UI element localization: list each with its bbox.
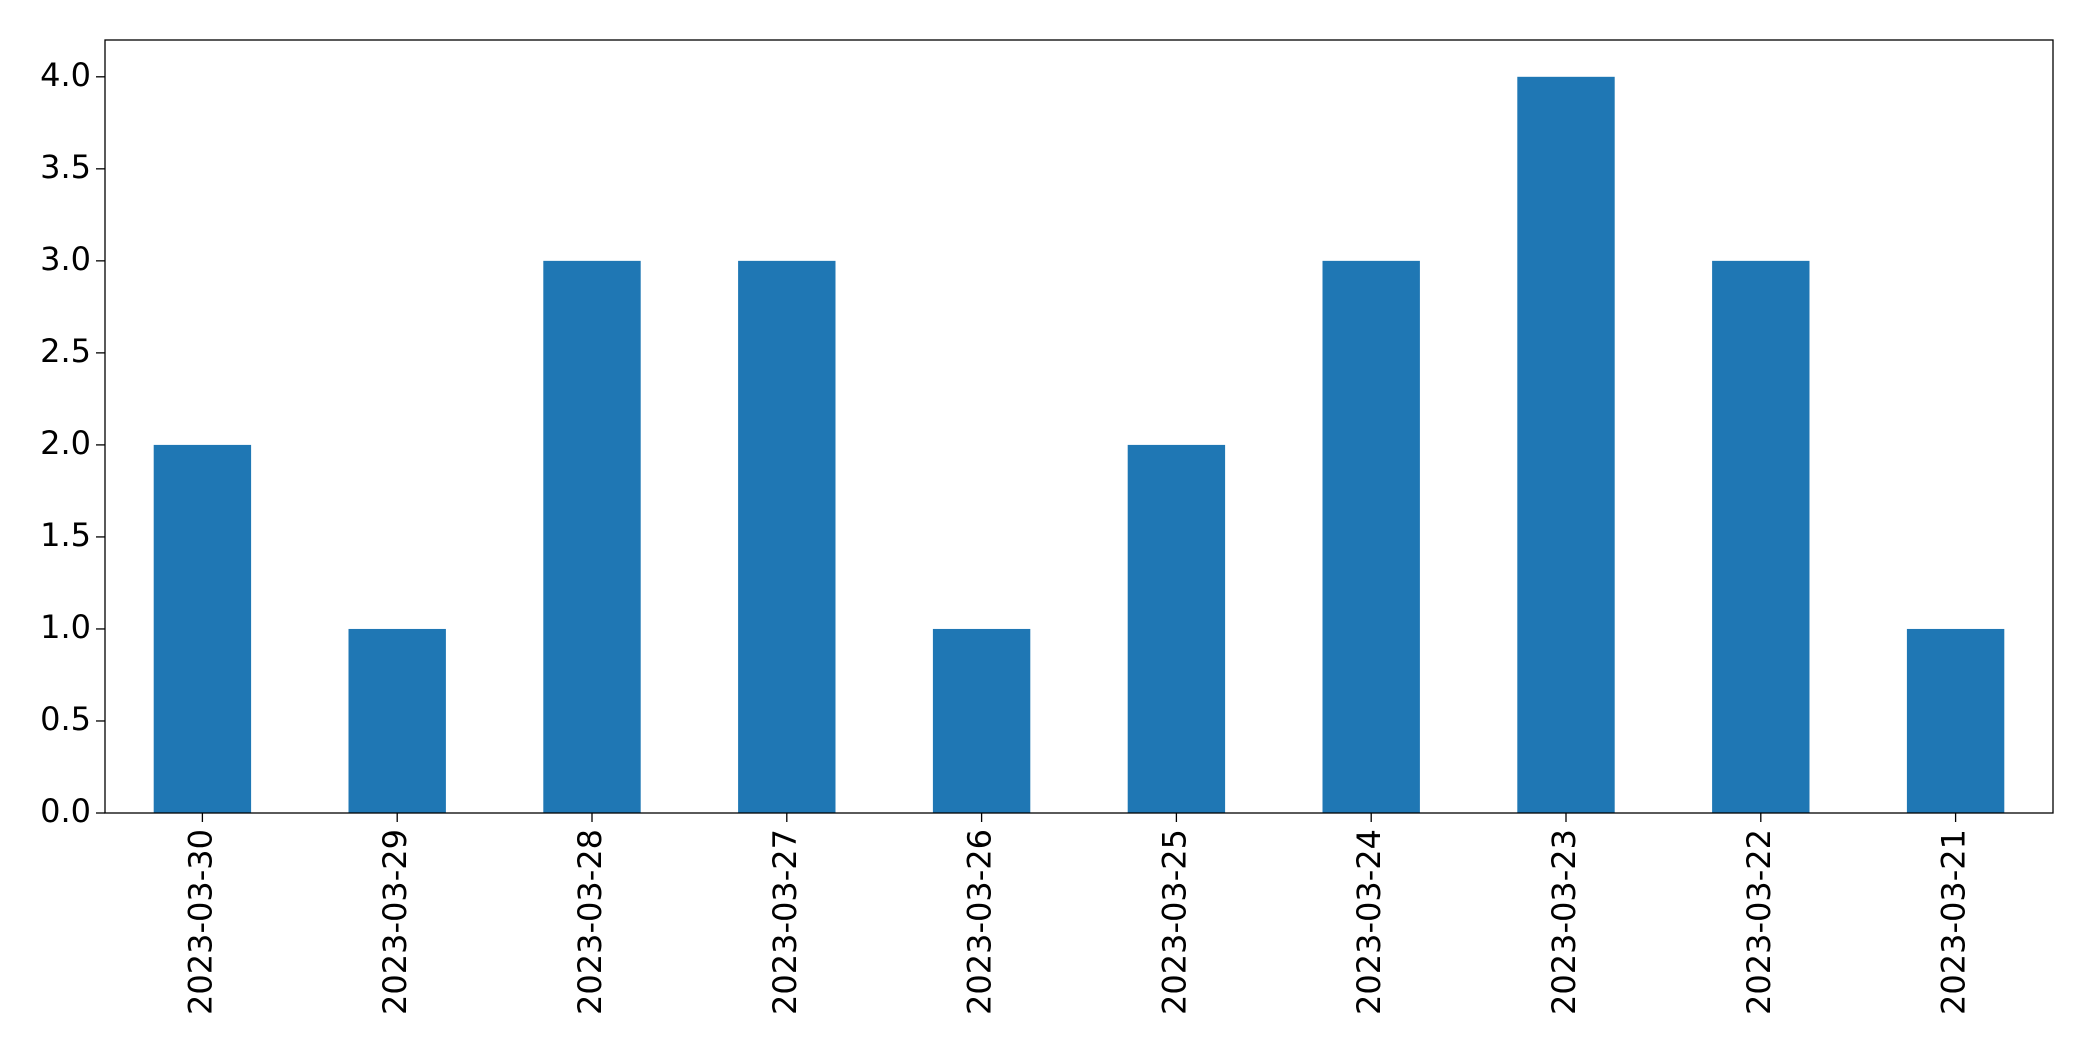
y-tick-label: 3.0 — [40, 240, 91, 278]
plot-frame — [104, 39, 2054, 814]
x-tick-label: 2023-03-24 — [1350, 829, 1388, 1015]
x-tick-label: 2023-03-26 — [961, 829, 999, 1015]
x-tick-label: 2023-03-25 — [1155, 829, 1193, 1015]
y-tick-label: 0.0 — [40, 792, 91, 830]
bar — [543, 260, 641, 813]
bar — [348, 628, 446, 813]
y-tick-label: 2.0 — [40, 424, 91, 462]
x-tick-label: 2023-03-23 — [1545, 829, 1583, 1015]
y-tick-label: 0.5 — [40, 700, 91, 738]
x-tick-label: 2023-03-27 — [766, 829, 804, 1015]
y-tick-label: 4.0 — [40, 56, 91, 94]
x-tick-label: 2023-03-28 — [571, 829, 609, 1015]
bar — [1906, 628, 2005, 813]
y-tick-label: 3.5 — [40, 148, 91, 186]
x-tick-label: 2023-03-22 — [1740, 829, 1778, 1015]
bar — [1322, 260, 1420, 813]
bar — [1712, 260, 1810, 813]
bar — [153, 444, 252, 813]
bar — [1127, 444, 1226, 813]
bar — [738, 260, 836, 813]
y-tick-label: 1.0 — [40, 608, 91, 646]
bar — [932, 628, 1031, 813]
y-tick-label: 1.5 — [40, 516, 91, 554]
bar — [1517, 76, 1615, 814]
x-tick-label: 2023-03-30 — [181, 829, 219, 1015]
x-tick-label: 2023-03-29 — [376, 829, 414, 1015]
y-tick-label: 2.5 — [40, 332, 91, 370]
x-tick-label: 2023-03-21 — [1935, 829, 1973, 1015]
